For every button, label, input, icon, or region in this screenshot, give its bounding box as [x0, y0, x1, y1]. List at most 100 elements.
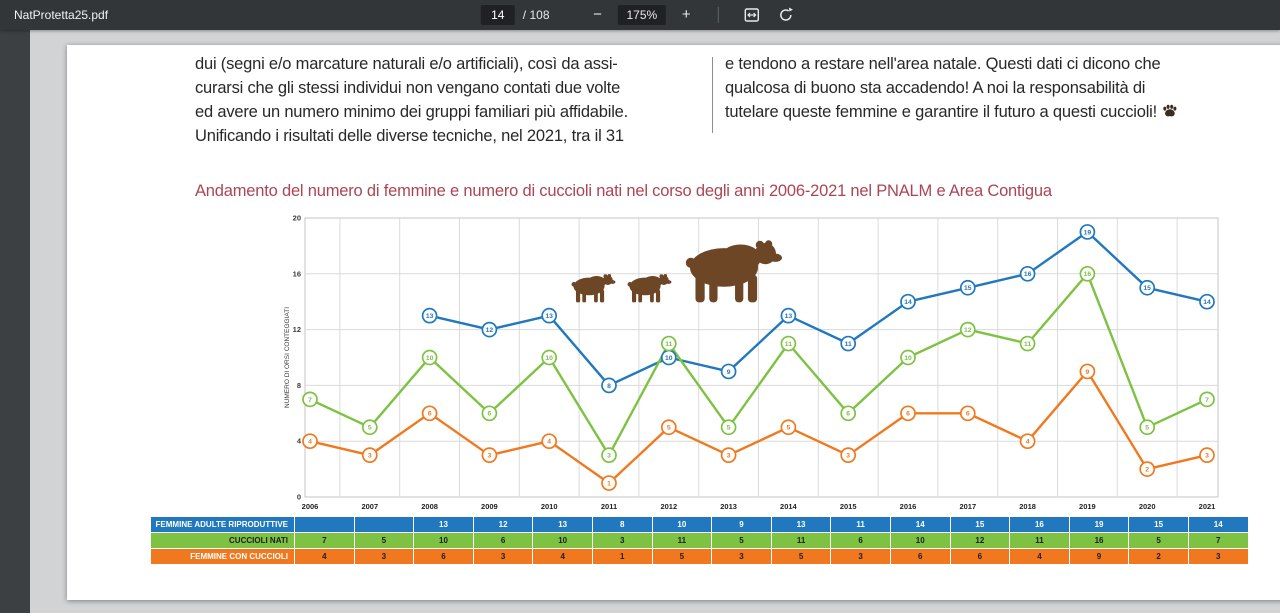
zoom-out-button[interactable]: −: [586, 3, 610, 27]
value-cell: 6: [472, 532, 534, 549]
pdf-toolbar: NatProtetta25.pdf / 108 − 175% +: [0, 0, 1280, 30]
svg-text:13: 13: [785, 313, 793, 320]
value-cell: 10: [413, 532, 474, 549]
value-cell: 8: [591, 516, 653, 533]
svg-text:6: 6: [428, 411, 432, 418]
text-line: Unificando i risultati delle diverse tec…: [195, 127, 624, 145]
svg-text:2015: 2015: [840, 502, 857, 511]
value-cell: 5: [770, 548, 832, 565]
svg-text:7: 7: [308, 397, 312, 404]
value-cell: 1: [591, 548, 653, 565]
bear-silhouette: [685, 240, 782, 303]
svg-text:15: 15: [964, 285, 972, 292]
text-line: curarsi che gli stessi individui non ven…: [195, 79, 621, 97]
svg-text:1: 1: [607, 480, 611, 487]
svg-text:5: 5: [727, 425, 731, 432]
svg-text:3: 3: [368, 453, 372, 460]
svg-text:10: 10: [545, 355, 553, 362]
page-number-input[interactable]: [480, 5, 515, 25]
value-cell: 10: [651, 516, 713, 533]
value-cell: 11: [1009, 532, 1070, 549]
svg-text:2020: 2020: [1139, 502, 1156, 511]
value-cell: 6: [889, 548, 951, 565]
value-cell: 6: [413, 548, 474, 565]
svg-text:2010: 2010: [541, 502, 558, 511]
svg-text:6: 6: [846, 411, 850, 418]
svg-text:7: 7: [1205, 397, 1209, 404]
value-cell: 7: [1187, 532, 1249, 549]
zoom-in-button[interactable]: +: [674, 3, 698, 27]
svg-text:3: 3: [488, 453, 492, 460]
series-markers: 1312138109131114151619151475106103115116…: [302, 224, 1215, 491]
svg-text:11: 11: [785, 341, 792, 348]
value-cell: 11: [651, 532, 713, 549]
svg-text:2018: 2018: [1019, 502, 1036, 511]
toolbar-controls: / 108 − 175% +: [480, 0, 799, 30]
value-cell: 7: [294, 532, 355, 549]
table-row: FEMMINE ADULTE RIPRODUTTIVE 13 12 13 8 10 9 13 1…: [150, 516, 1249, 533]
value-cell: 3: [353, 548, 415, 565]
value-cell: 9: [711, 516, 772, 533]
chart-data-table: FEMMINE ADULTE RIPRODUTTIVE 13 12 13 8 10 9 13 1…: [150, 516, 1249, 565]
bear-silhouette: [627, 274, 672, 303]
svg-text:9: 9: [1086, 369, 1090, 376]
svg-text:2012: 2012: [660, 502, 677, 511]
svg-text:3: 3: [727, 453, 731, 460]
svg-text:2016: 2016: [900, 502, 917, 511]
value-cell: 10: [889, 532, 951, 549]
svg-text:6: 6: [966, 411, 970, 418]
value-cell: 3: [1187, 548, 1249, 565]
viewer-side-strip[interactable]: [0, 30, 30, 613]
svg-text:4: 4: [547, 439, 551, 446]
text-column-right: e tendono a restare nell'area natale. Qu…: [725, 52, 1237, 125]
value-cell: 19: [1068, 516, 1130, 533]
value-cell: 4: [1009, 548, 1070, 565]
value-cell: 11: [830, 516, 891, 533]
value-cell: 16: [1068, 532, 1130, 549]
column-divider: [712, 57, 713, 133]
value-cell: 13: [770, 516, 832, 533]
svg-text:3: 3: [1205, 453, 1209, 460]
svg-text:5: 5: [787, 425, 791, 432]
svg-text:2008: 2008: [421, 502, 438, 511]
text-column-left: dui (segni e/o marcature naturali e/o ar…: [195, 52, 707, 148]
series-label: FEMMINE ADULTE RIPRODUTTIVE: [150, 516, 295, 533]
zoom-level: 175%: [617, 5, 667, 25]
svg-text:2007: 2007: [361, 502, 378, 511]
svg-text:0: 0: [297, 493, 301, 502]
value-cell: [353, 516, 415, 533]
svg-text:3: 3: [607, 453, 611, 460]
value-cell: 12: [949, 532, 1011, 549]
svg-text:2006: 2006: [302, 502, 319, 511]
value-cell: 16: [1009, 516, 1070, 533]
value-cell: 4: [532, 548, 593, 565]
svg-text:16: 16: [1024, 271, 1032, 278]
chart-title: Andamento del numero di femmine e numero…: [195, 182, 1052, 200]
series-lines: [308, 230, 1209, 485]
svg-text:2019: 2019: [1079, 502, 1096, 511]
svg-text:13: 13: [545, 313, 553, 320]
svg-text:2021: 2021: [1199, 502, 1216, 511]
svg-text:12: 12: [293, 325, 301, 334]
svg-text:9: 9: [727, 369, 731, 376]
svg-text:10: 10: [904, 355, 912, 362]
svg-text:14: 14: [904, 299, 912, 306]
svg-text:11: 11: [1024, 341, 1031, 348]
svg-text:15: 15: [1143, 285, 1151, 292]
svg-text:5: 5: [667, 425, 671, 432]
svg-text:4: 4: [1026, 439, 1030, 446]
value-cell: 3: [472, 548, 534, 565]
svg-text:5: 5: [368, 425, 372, 432]
svg-text:10: 10: [665, 355, 673, 362]
chart-grid: [304, 217, 1219, 498]
text-line: tutelare queste femmine e garantire il f…: [725, 100, 1237, 125]
rotate-icon[interactable]: [773, 2, 799, 28]
fit-page-icon[interactable]: [739, 2, 765, 28]
svg-text:4: 4: [308, 439, 312, 446]
text-line: ed avere un numero minimo dei gruppi fam…: [195, 103, 629, 121]
series-label: FEMMINE CON CUCCIOLI: [150, 548, 295, 565]
svg-text:13: 13: [426, 313, 434, 320]
svg-text:11: 11: [845, 341, 852, 348]
